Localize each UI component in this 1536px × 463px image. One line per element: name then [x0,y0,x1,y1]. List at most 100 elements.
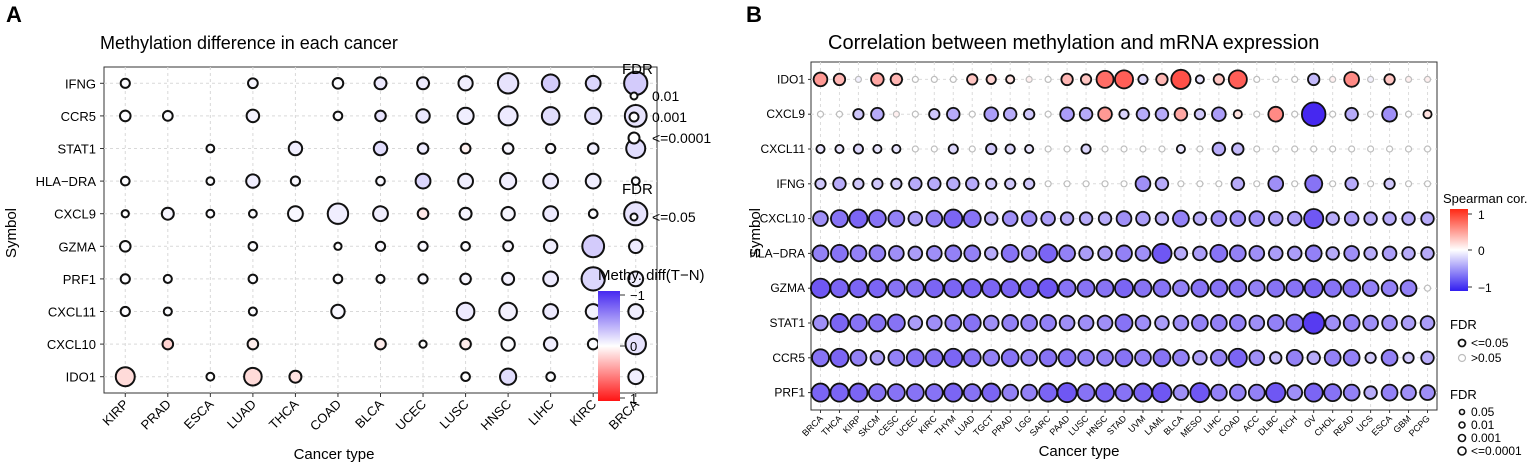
panel-a-point [162,306,173,317]
panel-b-point [1253,145,1261,153]
panel-b-point [1058,314,1076,332]
panel-b-point [1303,278,1324,299]
panel-a-point [247,240,259,252]
panel-b-point [1078,106,1094,122]
panel-b-point [1076,383,1096,403]
panel-b-point [1154,176,1170,192]
panel-b-point [930,145,938,153]
panel-a-point [372,140,389,157]
panel-b-point [1173,106,1189,122]
panel-b-point [1323,348,1342,367]
legend-b-color-title: Spearman cor. [1443,191,1528,206]
panel-b-legend: Spearman cor.10−1FDR<=0.05>0.05FDR0.050.… [1443,191,1528,458]
panel-b-point [1253,110,1261,118]
panel-b-point [1380,348,1399,367]
legend-b-colorbar [1450,209,1468,291]
panel-a-ytick-label: IFNG [65,76,96,91]
panel-b-point [887,348,906,367]
panel-b-point [1024,143,1035,154]
panel-a-ylabel: Symbol [3,208,20,258]
panel-b-point [1114,278,1134,299]
panel-b-point [911,145,919,153]
panel-a-point [628,238,644,255]
panel-a-ytick-label: CXCL10 [47,337,96,352]
panel-b-ytick-label: CXCL10 [760,212,806,226]
panel-b-point [1229,210,1247,227]
panel-b-point [1000,243,1020,263]
panel-b-point [867,278,888,299]
panel-b-point [1304,174,1324,194]
panel-b-point [811,348,830,368]
panel-b-point [1020,210,1038,227]
panel-b-point [1196,145,1204,153]
panel-b-point [1399,279,1418,298]
panel-b-xtick-label: SARC [1028,413,1053,438]
panel-b-xtick-label: PAAD [1048,413,1072,437]
panel-b-point [1248,349,1266,367]
panel-b-point [1172,314,1190,332]
panel-b-point [947,143,959,155]
panel-b-point [1040,210,1056,227]
panel-a-xtick-label: HNSC [478,397,515,434]
legend-a-fdr-label: <=0.05 [652,209,696,225]
panel-b-point [867,209,887,229]
legend-b-size-title: FDR [1450,387,1477,402]
panel-b-point [1248,245,1266,262]
panel-b-point [1380,279,1399,298]
panel-a-point [417,240,429,252]
panel-a-xtick-label: THCA [266,396,302,432]
legend-a-colorbar-label: 1 [630,391,637,406]
panel-b-point [943,382,964,403]
panel-b-point [905,278,925,298]
panel-b-ytick-label: PRF1 [774,386,805,400]
panel-b-point [1329,145,1337,153]
panel-a-point [498,301,518,322]
panel-b-point [1097,245,1113,262]
panel-b-point [1170,68,1192,90]
panel-b-ylabel: Symbol [747,208,764,258]
panel-b-letter: B [746,2,762,27]
panel-b-point [832,176,847,192]
panel-a-point [288,369,303,384]
panel-b-point [1344,176,1359,192]
legend-a-fdr-swatch [629,212,639,222]
panel-b-point [852,108,865,121]
panel-b-point [1363,211,1378,226]
panel-a-xtick-label: PRAD [138,397,174,433]
panel-a-point [247,306,258,317]
panel-b-point [1077,348,1095,367]
panel-b-point [1364,351,1377,364]
panel-b-point [835,110,844,118]
panel-b-point [1209,243,1229,263]
panel-b-point [983,106,999,122]
panel-a-point [289,175,302,187]
panel-b-point [962,383,982,403]
panel-a-xtick-label: LUAD [224,397,259,432]
panel-b-point [1023,108,1036,121]
panel-b-point [1422,109,1433,120]
panel-b-point [1307,72,1321,87]
panel-b-point [1266,278,1286,298]
panel-b-point [963,244,982,263]
panel-a-point [332,273,344,285]
panel-a-point [375,175,386,187]
panel-b-point [1209,278,1229,298]
panel-a-point [416,142,430,155]
panel-b-point [1079,73,1093,86]
panel-b-point [1134,348,1152,367]
panel-b-point [946,176,961,192]
panel-b-point [1154,315,1170,331]
panel-b-point [1000,278,1021,299]
panel-a-point [501,271,516,286]
panel-a-ytick-label: IDO1 [66,370,96,385]
panel-b-point [1381,314,1398,332]
panel-a-point [205,371,216,382]
panel-a-point [457,172,474,190]
panel-a-point [540,106,561,126]
panel-b-point [1044,180,1052,188]
legend-b-size-label: <=0.0001 [1471,444,1522,458]
panel-b-point [962,348,982,368]
legend-b-sig-swatch [1457,353,1467,363]
panel-b-point [924,278,945,299]
panel-b-point [1172,279,1190,298]
